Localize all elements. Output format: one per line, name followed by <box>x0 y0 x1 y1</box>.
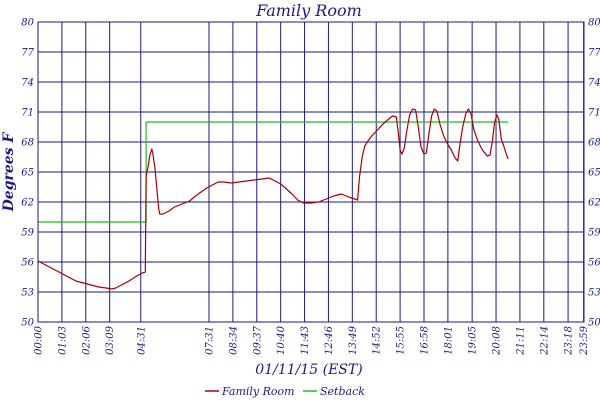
x-tick-label: 11:43 <box>300 326 311 355</box>
x-tick-label: 14:52 <box>372 326 383 355</box>
y-tick-label-left: 80 <box>21 18 34 29</box>
y-tick-label-right: 62 <box>588 198 600 209</box>
x-tick-label: 09:37 <box>252 325 263 354</box>
y-tick-label-left: 53 <box>21 288 34 299</box>
y-tick-label-left: 50 <box>21 318 34 329</box>
legend: Family Room Setback <box>205 385 365 398</box>
chart-title: Family Room <box>255 1 362 20</box>
y-tick-label-left: 77 <box>21 48 34 59</box>
x-tick-label: 03:09 <box>105 325 116 354</box>
x-tick-label: 23:59 <box>579 325 590 355</box>
y-tick-label-right: 56 <box>588 258 600 269</box>
x-tick-label: 04:31 <box>136 326 147 355</box>
x-tick-label: 13:49 <box>348 325 359 354</box>
y-tick-label-right: 59 <box>588 228 600 239</box>
x-tick-label: 19:05 <box>468 326 479 355</box>
x-tick-label: 12:46 <box>324 325 335 354</box>
y-tick-label-right: 50 <box>588 318 600 329</box>
legend-label-setback: Setback <box>320 385 365 398</box>
y-tick-label-left: 62 <box>21 198 34 209</box>
y-tick-label-right: 74 <box>588 78 600 89</box>
legend-label-family-room: Family Room <box>221 385 295 398</box>
x-tick-label: 07:31 <box>205 326 216 355</box>
y-tick-label-right: 68 <box>588 138 600 149</box>
x-tick-label: 21:11 <box>515 326 526 356</box>
series-line-family-room <box>37 108 509 290</box>
x-tick-label: 08:34 <box>228 326 239 355</box>
x-tick-label: 16:58 <box>419 326 430 355</box>
y-tick-label-left: 59 <box>21 228 34 239</box>
x-tick-label: 20:08 <box>492 326 503 356</box>
y-tick-label-left: 68 <box>21 138 34 149</box>
y-tick-labels: 50 50 53 53 56 56 59 59 62 62 65 65 68 68 71 71 74 74 77 77… <box>21 18 600 329</box>
y-tick-label-left: 74 <box>21 78 34 89</box>
y-tick-label-left: 71 <box>21 108 34 119</box>
x-axis-label: 01/11/15 (EST) <box>255 362 362 378</box>
series-lines <box>37 108 509 290</box>
x-tick-label: 18:01 <box>443 326 454 355</box>
y-tick-label-right: 65 <box>588 168 600 179</box>
x-tick-label: 02:06 <box>81 325 92 354</box>
y-tick-label-right: 77 <box>588 48 600 59</box>
x-tick-label: 10:40 <box>276 325 287 354</box>
y-tick-label-left: 65 <box>21 168 34 179</box>
series-line-setback <box>38 121 509 223</box>
x-tick-labels: 00:00 01:03 02:06 03:09 04:31 07:31 08:34 09:37… <box>34 325 591 355</box>
y-tick-label-right: 53 <box>588 288 600 299</box>
x-tick-label: 15:55 <box>396 326 407 355</box>
y-axis-label: Degrees F <box>1 132 17 213</box>
y-tick-label-right: 80 <box>588 18 600 29</box>
y-tick-label-left: 56 <box>21 258 34 269</box>
x-tick-label: 23:18 <box>564 326 575 356</box>
plot-frame <box>37 21 585 323</box>
x-tick-label: 22:14 <box>539 326 550 356</box>
x-tick-label: 00:00 <box>34 325 45 354</box>
x-tick-label: 01:03 <box>57 326 68 355</box>
y-tick-label-right: 71 <box>588 108 600 119</box>
